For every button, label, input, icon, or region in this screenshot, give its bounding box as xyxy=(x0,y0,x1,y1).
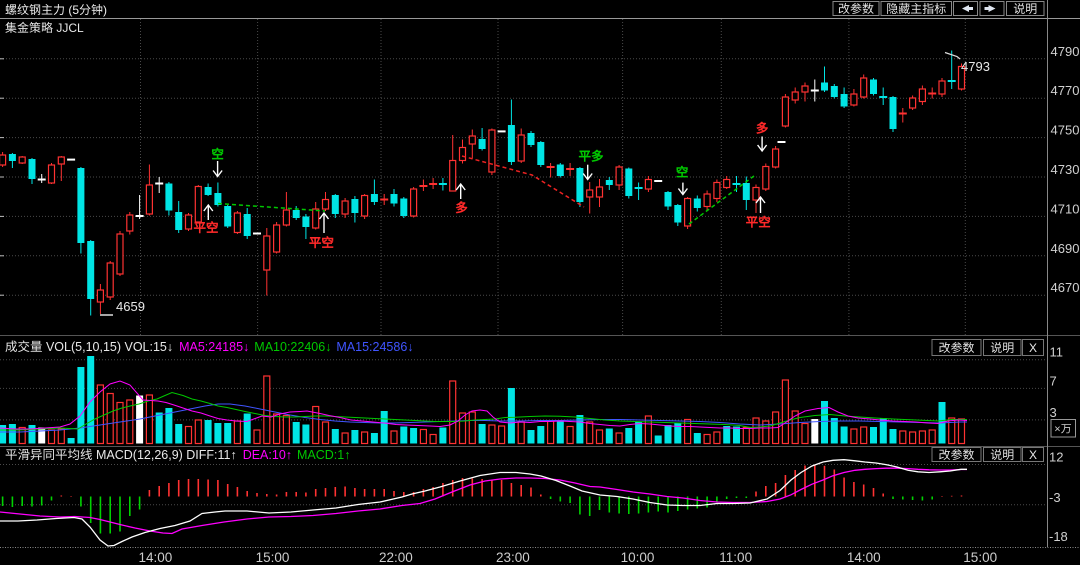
svg-text:4793: 4793 xyxy=(961,59,990,74)
svg-text:10:00: 10:00 xyxy=(621,550,655,565)
svg-text:×: × xyxy=(1054,424,1060,436)
svg-text:14:00: 14:00 xyxy=(847,550,881,565)
svg-text:X: X xyxy=(1029,341,1037,355)
svg-text:12: 12 xyxy=(1049,450,1063,465)
svg-text:4690: 4690 xyxy=(1051,241,1080,256)
svg-text:4770: 4770 xyxy=(1051,83,1080,98)
svg-text:MA5:24185↓: MA5:24185↓ xyxy=(179,340,249,354)
svg-text:4659: 4659 xyxy=(116,299,145,314)
svg-text:-18: -18 xyxy=(1049,529,1068,544)
svg-text:22:00: 22:00 xyxy=(379,550,413,565)
svg-text:VOL(5,10,15) VOL:15↓: VOL(5,10,15) VOL:15↓ xyxy=(43,340,174,354)
svg-text:MACD:1↑: MACD:1↑ xyxy=(297,448,350,462)
svg-text:11: 11 xyxy=(1050,345,1064,360)
svg-text:4750: 4750 xyxy=(1051,123,1080,138)
svg-text:23:00: 23:00 xyxy=(496,550,530,565)
svg-text:MACD(12,26,9) DIFF:11↑: MACD(12,26,9) DIFF:11↑ xyxy=(93,448,237,462)
svg-text:4710: 4710 xyxy=(1051,201,1080,216)
svg-text:4670: 4670 xyxy=(1051,280,1080,295)
svg-text:JJCL: JJCL xyxy=(53,21,84,35)
svg-text:): ) xyxy=(103,3,107,17)
svg-text:15:00: 15:00 xyxy=(256,550,290,565)
svg-text:MA10:22406↓: MA10:22406↓ xyxy=(254,340,331,354)
svg-text:15:00: 15:00 xyxy=(963,550,997,565)
svg-text:-3: -3 xyxy=(1049,490,1061,505)
svg-text:3: 3 xyxy=(1050,405,1057,420)
svg-text:14:00: 14:00 xyxy=(139,550,173,565)
svg-text:DEA:10↑: DEA:10↑ xyxy=(243,448,292,462)
svg-text:11:00: 11:00 xyxy=(719,550,752,565)
svg-text:X: X xyxy=(1029,448,1037,462)
svg-text:4730: 4730 xyxy=(1051,162,1080,177)
svg-text:MA15:24586↓: MA15:24586↓ xyxy=(336,340,413,354)
svg-text:4790: 4790 xyxy=(1051,44,1080,59)
svg-text:(5: (5 xyxy=(65,3,79,17)
svg-text:7: 7 xyxy=(1050,373,1057,388)
